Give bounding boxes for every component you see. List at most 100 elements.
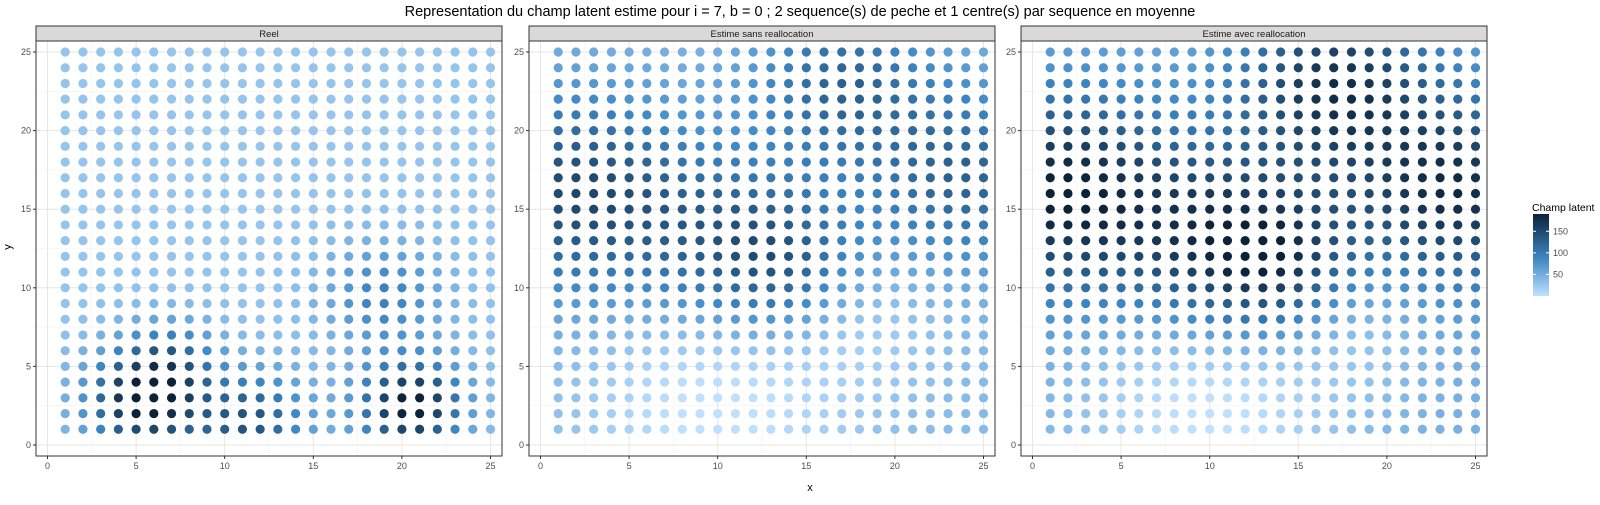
- data-point: [801, 346, 811, 356]
- data-point: [606, 283, 616, 293]
- data-point: [553, 110, 563, 120]
- data-point: [589, 220, 599, 230]
- data-point: [237, 157, 248, 167]
- data-point: [589, 267, 599, 277]
- data-point: [237, 220, 248, 230]
- data-point: [1382, 298, 1392, 309]
- data-point: [361, 220, 372, 230]
- data-point: [379, 377, 389, 387]
- data-point: [837, 220, 847, 230]
- data-point: [290, 188, 301, 199]
- data-point: [1116, 78, 1126, 89]
- data-point: [748, 408, 758, 419]
- data-point: [1329, 361, 1339, 371]
- data-point: [1045, 346, 1055, 356]
- data-point: [1346, 188, 1357, 199]
- data-point: [1435, 377, 1445, 387]
- data-point: [78, 220, 88, 230]
- data-point: [801, 78, 811, 89]
- data-point: [783, 346, 794, 356]
- data-point: [1222, 220, 1233, 230]
- data-point: [361, 346, 372, 356]
- data-point: [943, 204, 953, 214]
- data-point: [1453, 110, 1463, 120]
- data-point: [925, 330, 935, 340]
- data-point: [801, 63, 811, 73]
- data-point: [220, 220, 230, 230]
- data-point: [220, 78, 230, 89]
- data-point: [290, 361, 301, 371]
- data-point: [1098, 188, 1108, 199]
- data-point: [890, 314, 900, 324]
- data-point: [1453, 361, 1463, 371]
- data-point: [308, 78, 318, 89]
- data-point: [1470, 298, 1481, 309]
- data-point: [819, 204, 829, 214]
- data-point: [78, 157, 88, 167]
- data-point: [1453, 173, 1463, 183]
- data-point: [730, 408, 741, 419]
- data-point: [344, 408, 354, 419]
- data-point: [326, 330, 336, 340]
- data-point: [432, 63, 442, 73]
- data-point: [237, 126, 248, 136]
- data-point: [290, 126, 301, 136]
- data-point: [113, 220, 123, 230]
- data-point: [748, 63, 758, 73]
- data-point: [589, 141, 599, 151]
- data-point: [450, 314, 460, 324]
- data-point: [713, 220, 723, 230]
- data-point: [624, 346, 634, 356]
- y-tick-label: 5: [519, 361, 524, 371]
- data-point: [642, 204, 652, 214]
- data-point: [766, 173, 776, 183]
- data-point: [961, 298, 971, 309]
- data-point: [1081, 173, 1091, 183]
- data-point: [1081, 63, 1091, 73]
- data-point: [1453, 220, 1463, 230]
- data-point: [1045, 47, 1055, 57]
- data-point: [255, 47, 265, 57]
- data-point: [220, 298, 230, 309]
- data-point: [1222, 283, 1233, 293]
- data-point: [1364, 346, 1374, 356]
- data-point: [149, 424, 159, 434]
- data-point: [677, 393, 687, 403]
- data-point: [308, 346, 318, 356]
- data-point: [1240, 126, 1250, 136]
- data-point: [872, 188, 882, 199]
- data-point: [1329, 314, 1339, 324]
- data-point: [379, 330, 389, 340]
- data-point: [131, 157, 141, 167]
- data-point: [1063, 408, 1073, 419]
- data-point: [695, 251, 705, 261]
- data-point: [432, 393, 442, 403]
- data-point: [783, 393, 794, 403]
- data-point: [78, 110, 88, 120]
- data-point: [96, 141, 106, 151]
- data-point: [78, 141, 88, 151]
- data-point: [1134, 47, 1144, 57]
- data-point: [1417, 204, 1427, 214]
- x-tick-label: 25: [485, 461, 495, 471]
- data-point: [943, 408, 953, 419]
- data-point: [485, 298, 496, 309]
- data-point: [1329, 63, 1339, 73]
- data-point: [1205, 63, 1215, 73]
- data-point: [553, 346, 563, 356]
- data-point: [961, 47, 971, 57]
- data-point: [1311, 408, 1321, 419]
- data-point: [220, 47, 230, 57]
- data-point: [890, 173, 900, 183]
- data-point: [1293, 110, 1303, 120]
- data-point: [220, 204, 230, 214]
- data-point: [1134, 267, 1144, 277]
- data-point: [695, 283, 705, 293]
- data-point: [1222, 361, 1233, 371]
- data-point: [978, 157, 989, 167]
- data-point: [1275, 63, 1286, 73]
- data-point: [1116, 330, 1126, 340]
- data-point: [202, 110, 212, 120]
- data-point: [1382, 393, 1392, 403]
